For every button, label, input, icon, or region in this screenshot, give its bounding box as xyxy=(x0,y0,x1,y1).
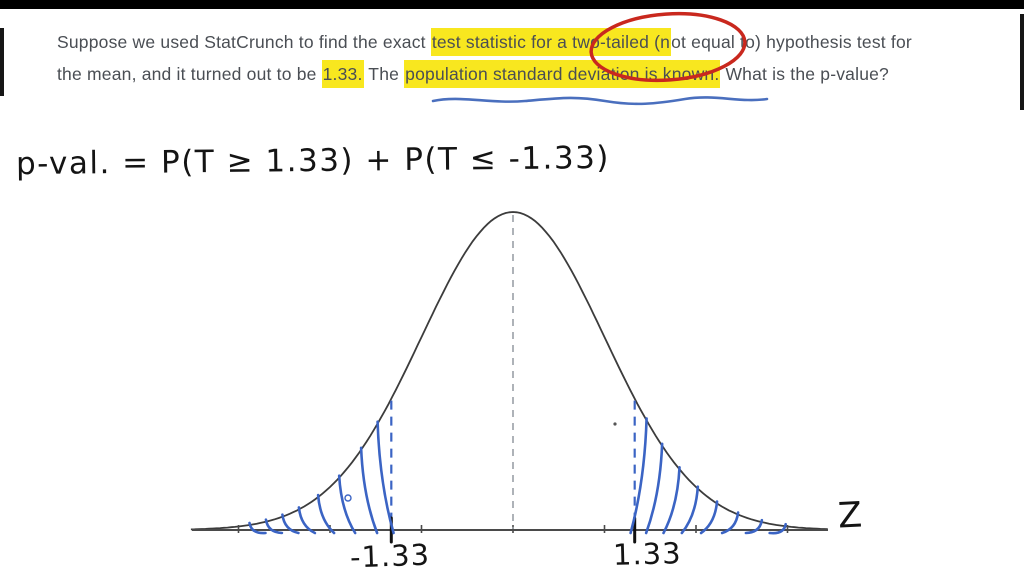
left-edge-artifact xyxy=(0,28,4,96)
tail-hatch-stroke xyxy=(316,493,336,535)
bell-curve xyxy=(190,211,828,531)
tail-hatch-stroke xyxy=(376,420,395,535)
question-segment: ot equal to) hypothesis test for xyxy=(671,32,912,52)
tail-hatch-stroke xyxy=(662,466,681,535)
tail-hatch-stroke xyxy=(744,518,764,535)
tail-hatch-stroke xyxy=(768,522,787,535)
question-segment: the mean, and it turned out to be xyxy=(57,64,322,84)
tail-hatch-stroke xyxy=(359,446,379,535)
question-segment: What is the p-value? xyxy=(720,64,889,84)
tail-hatch-stroke xyxy=(281,513,300,535)
highlighted-value-1.33: 1.33. xyxy=(321,60,364,88)
tail-hatch-stroke xyxy=(337,474,357,535)
question-segment: The xyxy=(363,64,405,84)
highlighted-phrase-test-statistic-two-tailed: test statistic for a two-tailed (n xyxy=(430,28,672,56)
tail-hatch-stroke xyxy=(680,485,700,535)
blue-wavy-underline xyxy=(431,96,769,106)
question-line-2: the mean, and it turned out to be 1.33. … xyxy=(57,58,1017,90)
small-circle-mark xyxy=(344,494,352,502)
tail-hatch-stroke xyxy=(629,417,648,535)
tail-hatch-stroke xyxy=(720,511,740,535)
tick-label-negative-1.33: -1.33 xyxy=(349,537,431,575)
pvalue-equation: p-val. = P(T ≥ 1.33) + P(T ≤ -1.33) xyxy=(15,139,611,183)
tail-hatch-stroke xyxy=(248,521,267,535)
z-axis-label: Z xyxy=(836,495,865,537)
question-text: Suppose we used StatCrunch to find the e… xyxy=(57,26,1017,90)
tail-hatch-stroke xyxy=(297,506,317,535)
highlighted-phrase-population-sd-known: population standard deviation is known. xyxy=(404,60,721,88)
tail-hatch-stroke xyxy=(644,442,664,535)
tail-hatch-stroke xyxy=(699,500,719,535)
tick-label-1.33: 1.33 xyxy=(612,536,683,572)
letterbox-top-bar xyxy=(0,0,1024,9)
right-edge-artifact xyxy=(1020,14,1024,110)
small-dot-mark xyxy=(613,422,617,426)
question-segment: Suppose we used StatCrunch to find the e… xyxy=(57,32,431,52)
question-line-1: Suppose we used StatCrunch to find the e… xyxy=(57,26,1017,58)
tail-hatch-stroke xyxy=(264,518,284,535)
